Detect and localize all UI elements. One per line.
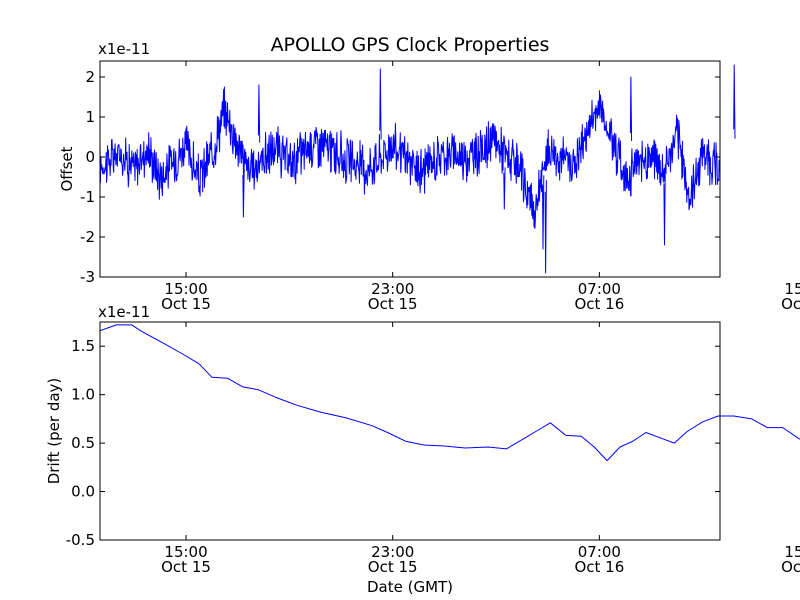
y-tick-label: 1.0 (71, 386, 95, 404)
x-tick-date-label: Oct 16 (574, 295, 624, 313)
x-tick-time-label: 23:00 (371, 543, 414, 561)
offset-axes-frame (99, 60, 721, 278)
x-tick-time-label: 15:00 (784, 280, 800, 298)
offset-series-line (99, 64, 736, 274)
y-tick-label: 0.5 (71, 434, 95, 452)
drift-y-axis-label: Drift (per day) (45, 378, 63, 485)
x-tick-time-label: 15:00 (164, 543, 207, 561)
x-tick-time-label: 23:00 (371, 280, 414, 298)
x-tick-date-label: Oct 15 (161, 558, 211, 576)
y-tick-label: 0 (85, 148, 95, 166)
y-tick-label: 2 (85, 68, 95, 86)
drift-series-line (99, 324, 800, 462)
offset-multiplier: x1e-11 (98, 40, 150, 58)
x-tick-date-label: Oct 15 (368, 295, 418, 313)
x-tick-date-label: Oct 16 (574, 558, 624, 576)
x-tick-date-label: Oct 16 (781, 295, 800, 313)
x-tick-time-label: 15:00 (164, 280, 207, 298)
y-tick-label: -2 (80, 228, 95, 246)
x-tick-date-label: Oct 15 (368, 558, 418, 576)
x-tick-time-label: 07:00 (578, 543, 621, 561)
x-tick-date-label: Oct 16 (781, 558, 800, 576)
y-tick-label: -0.5 (66, 531, 95, 549)
y-tick-label: 1 (85, 108, 95, 126)
drift-axes-frame (99, 321, 721, 541)
x-tick-date-label: Oct 15 (161, 295, 211, 313)
y-tick-label: 0.0 (71, 483, 95, 501)
x-axis-label: Date (GMT) (367, 578, 453, 596)
y-tick-label: -3 (80, 268, 95, 286)
y-tick-label: 1.5 (71, 337, 95, 355)
y-tick-label: -1 (80, 188, 95, 206)
drift-multiplier: x1e-11 (98, 303, 150, 321)
x-tick-time-label: 07:00 (578, 280, 621, 298)
offset-y-axis-label: Offset (58, 146, 76, 191)
x-tick-time-label: 15:00 (784, 543, 800, 561)
chart-title: APOLLO GPS Clock Properties (271, 34, 550, 56)
